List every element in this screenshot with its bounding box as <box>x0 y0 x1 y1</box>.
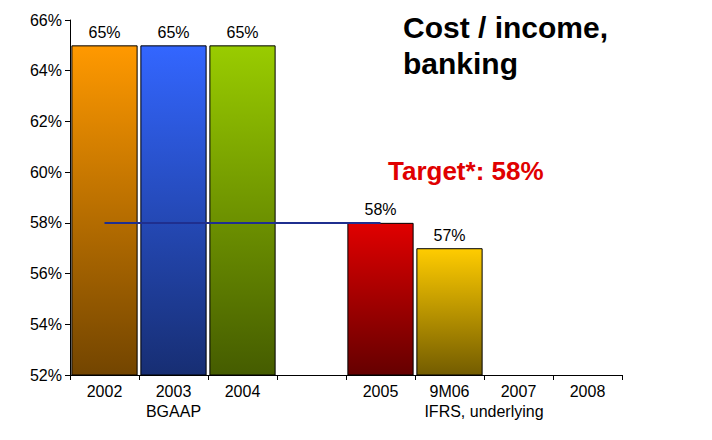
svg-text:BGAAP: BGAAP <box>146 403 201 420</box>
svg-text:2003: 2003 <box>156 383 192 400</box>
svg-text:62%: 62% <box>30 113 62 130</box>
svg-text:66%: 66% <box>30 12 62 29</box>
svg-text:2002: 2002 <box>87 383 123 400</box>
svg-text:57%: 57% <box>433 227 465 244</box>
svg-text:54%: 54% <box>30 316 62 333</box>
svg-text:Cost / income,: Cost / income, <box>403 11 608 44</box>
svg-text:56%: 56% <box>30 265 62 282</box>
svg-text:2007: 2007 <box>501 383 537 400</box>
svg-text:58%: 58% <box>30 214 62 231</box>
svg-text:60%: 60% <box>30 164 62 181</box>
svg-text:64%: 64% <box>30 62 62 79</box>
svg-text:9M06: 9M06 <box>429 383 469 400</box>
svg-text:2008: 2008 <box>570 383 606 400</box>
svg-text:2005: 2005 <box>363 383 399 400</box>
svg-text:IFRS, underlying: IFRS, underlying <box>424 403 543 420</box>
svg-text:65%: 65% <box>226 24 258 41</box>
svg-text:52%: 52% <box>30 367 62 384</box>
svg-text:65%: 65% <box>88 24 120 41</box>
svg-text:Target*: 58%: Target*: 58% <box>388 156 544 186</box>
svg-text:65%: 65% <box>157 24 189 41</box>
svg-text:banking: banking <box>403 47 518 80</box>
svg-text:2004: 2004 <box>225 383 261 400</box>
svg-text:58%: 58% <box>364 201 396 218</box>
